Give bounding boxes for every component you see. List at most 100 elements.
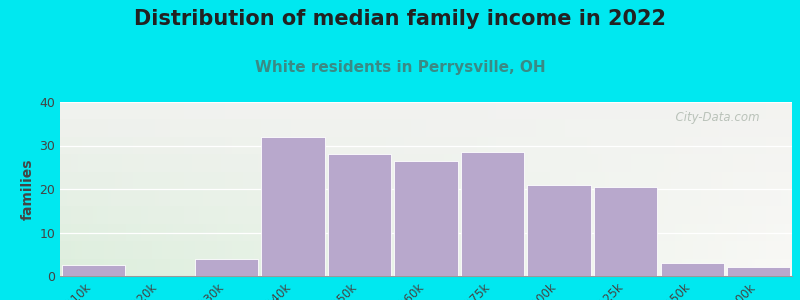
Polygon shape bbox=[199, 189, 202, 206]
Polygon shape bbox=[294, 102, 298, 119]
Polygon shape bbox=[378, 206, 382, 224]
Polygon shape bbox=[397, 259, 400, 276]
Polygon shape bbox=[488, 137, 492, 154]
Polygon shape bbox=[239, 224, 243, 241]
Polygon shape bbox=[404, 102, 408, 119]
Polygon shape bbox=[642, 154, 646, 172]
Polygon shape bbox=[280, 206, 283, 224]
Polygon shape bbox=[426, 172, 430, 189]
Polygon shape bbox=[411, 154, 415, 172]
Polygon shape bbox=[573, 206, 576, 224]
Polygon shape bbox=[631, 172, 634, 189]
Polygon shape bbox=[609, 137, 613, 154]
Polygon shape bbox=[532, 172, 536, 189]
Polygon shape bbox=[715, 224, 719, 241]
Polygon shape bbox=[653, 154, 657, 172]
Polygon shape bbox=[276, 137, 280, 154]
Polygon shape bbox=[664, 189, 667, 206]
Polygon shape bbox=[620, 206, 624, 224]
Polygon shape bbox=[148, 172, 151, 189]
Polygon shape bbox=[243, 102, 246, 119]
Polygon shape bbox=[290, 172, 294, 189]
Polygon shape bbox=[228, 172, 232, 189]
Polygon shape bbox=[737, 224, 741, 241]
Polygon shape bbox=[130, 154, 134, 172]
Polygon shape bbox=[181, 224, 185, 241]
Polygon shape bbox=[210, 189, 214, 206]
Polygon shape bbox=[404, 172, 408, 189]
Polygon shape bbox=[634, 119, 638, 137]
Polygon shape bbox=[499, 119, 503, 137]
Polygon shape bbox=[276, 154, 280, 172]
Polygon shape bbox=[290, 137, 294, 154]
Polygon shape bbox=[258, 259, 262, 276]
Polygon shape bbox=[360, 206, 364, 224]
Polygon shape bbox=[426, 154, 430, 172]
Polygon shape bbox=[455, 189, 459, 206]
Polygon shape bbox=[492, 224, 495, 241]
Polygon shape bbox=[214, 137, 218, 154]
Polygon shape bbox=[298, 137, 302, 154]
Polygon shape bbox=[594, 241, 598, 259]
Polygon shape bbox=[697, 137, 701, 154]
Polygon shape bbox=[338, 224, 342, 241]
Polygon shape bbox=[262, 172, 265, 189]
Polygon shape bbox=[97, 189, 100, 206]
Polygon shape bbox=[331, 224, 334, 241]
Polygon shape bbox=[90, 224, 93, 241]
Polygon shape bbox=[503, 206, 506, 224]
Polygon shape bbox=[287, 102, 290, 119]
Polygon shape bbox=[357, 259, 360, 276]
Polygon shape bbox=[408, 119, 411, 137]
Polygon shape bbox=[126, 206, 130, 224]
Polygon shape bbox=[306, 259, 309, 276]
Polygon shape bbox=[349, 137, 353, 154]
Polygon shape bbox=[239, 241, 243, 259]
Polygon shape bbox=[562, 102, 565, 119]
Polygon shape bbox=[609, 189, 613, 206]
Polygon shape bbox=[155, 172, 159, 189]
Polygon shape bbox=[653, 119, 657, 137]
Polygon shape bbox=[228, 137, 232, 154]
Polygon shape bbox=[485, 259, 488, 276]
Polygon shape bbox=[250, 119, 254, 137]
Polygon shape bbox=[141, 259, 144, 276]
Polygon shape bbox=[137, 241, 141, 259]
Polygon shape bbox=[704, 206, 708, 224]
Polygon shape bbox=[478, 172, 481, 189]
Polygon shape bbox=[726, 189, 730, 206]
Polygon shape bbox=[701, 137, 704, 154]
Polygon shape bbox=[748, 241, 752, 259]
Polygon shape bbox=[444, 206, 448, 224]
Polygon shape bbox=[276, 241, 280, 259]
Polygon shape bbox=[667, 137, 671, 154]
Polygon shape bbox=[704, 102, 708, 119]
Polygon shape bbox=[130, 189, 134, 206]
Polygon shape bbox=[90, 119, 93, 137]
Polygon shape bbox=[488, 259, 492, 276]
Polygon shape bbox=[239, 259, 243, 276]
Polygon shape bbox=[499, 241, 503, 259]
Polygon shape bbox=[518, 154, 521, 172]
Polygon shape bbox=[580, 102, 583, 119]
Polygon shape bbox=[97, 259, 100, 276]
Polygon shape bbox=[686, 206, 690, 224]
Polygon shape bbox=[422, 172, 426, 189]
Polygon shape bbox=[745, 119, 748, 137]
Polygon shape bbox=[569, 102, 573, 119]
Polygon shape bbox=[686, 189, 690, 206]
Polygon shape bbox=[214, 189, 218, 206]
Polygon shape bbox=[243, 137, 246, 154]
Polygon shape bbox=[272, 206, 276, 224]
Polygon shape bbox=[478, 224, 481, 241]
Polygon shape bbox=[236, 241, 239, 259]
Polygon shape bbox=[265, 102, 269, 119]
Polygon shape bbox=[185, 206, 188, 224]
Polygon shape bbox=[74, 137, 78, 154]
Polygon shape bbox=[367, 259, 371, 276]
Polygon shape bbox=[371, 137, 374, 154]
Polygon shape bbox=[726, 241, 730, 259]
Polygon shape bbox=[115, 102, 118, 119]
Polygon shape bbox=[759, 172, 762, 189]
Polygon shape bbox=[192, 241, 195, 259]
